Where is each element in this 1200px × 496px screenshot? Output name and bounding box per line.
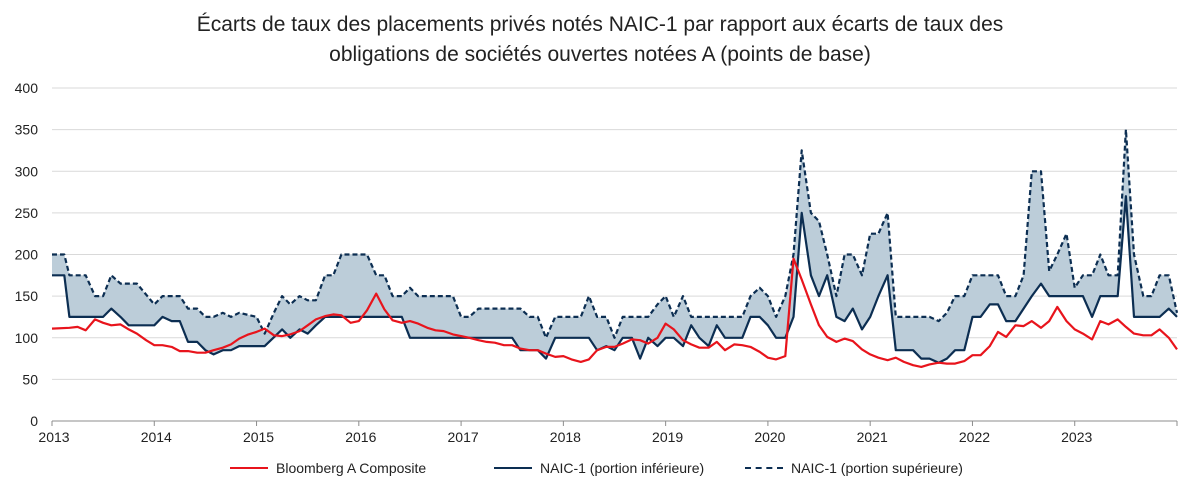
y-tick-label: 150 — [15, 288, 39, 304]
y-tick-label: 400 — [15, 80, 39, 96]
x-tick-label: 2017 — [448, 429, 479, 445]
x-tick-label: 2016 — [345, 429, 376, 445]
x-tick-label: 2013 — [38, 429, 69, 445]
legend-swatch-naic-lower — [494, 467, 532, 469]
series-line-naic-lower — [52, 195, 1178, 364]
chart-title-line2: obligations de sociétés ouvertes notées … — [329, 43, 871, 66]
axes: 0 50 100 150 200 250 300 350 400 2013 2014 2015 2016… — [15, 80, 1178, 445]
y-tick-label: 200 — [15, 247, 39, 263]
y-tick-label: 250 — [15, 205, 39, 221]
legend-label-bloomberg: Bloomberg A Composite — [276, 460, 427, 476]
x-tick-label: 2014 — [141, 429, 172, 445]
chart-title: Écarts de taux des placements privés not… — [0, 10, 1200, 70]
x-tick-label: 2015 — [243, 429, 274, 445]
x-tick-label: 2021 — [857, 429, 888, 445]
legend-item-naic-upper: NAIC-1 (portion supérieure) — [745, 457, 963, 479]
legend-label-naic-lower: NAIC-1 (portion inférieure) — [540, 460, 705, 476]
y-tick-label: 50 — [22, 371, 38, 387]
legend-label-naic-upper: NAIC-1 (portion supérieure) — [791, 460, 963, 476]
legend-swatch-naic-upper — [745, 467, 783, 469]
y-tick-label: 0 — [30, 413, 38, 429]
x-tick-label: 2019 — [652, 429, 683, 445]
legend-item-bloomberg: Bloomberg A Composite — [230, 457, 426, 479]
x-tick-label: 2022 — [959, 429, 990, 445]
legend-swatch-bloomberg — [230, 467, 268, 469]
series-lines — [51, 128, 1179, 368]
shaded-band — [52, 129, 1177, 363]
x-tick-label: 2020 — [754, 429, 785, 445]
y-tick-label: 300 — [15, 163, 39, 179]
chart-legend: Bloomberg A Composite NAIC-1 (portion in… — [0, 457, 1200, 481]
y-tick-label: 350 — [15, 122, 39, 138]
series-line-bloomberg — [51, 257, 1178, 368]
chart-title-line1: Écarts de taux des placements privés not… — [196, 13, 1004, 36]
y-tick-label: 100 — [15, 330, 39, 346]
naic-range-band — [52, 129, 1177, 363]
x-tick-label: 2018 — [550, 429, 581, 445]
x-tick-label: 2023 — [1061, 429, 1092, 445]
series-line-naic-upper — [52, 128, 1179, 339]
legend-item-naic-lower: NAIC-1 (portion inférieure) — [494, 457, 704, 479]
